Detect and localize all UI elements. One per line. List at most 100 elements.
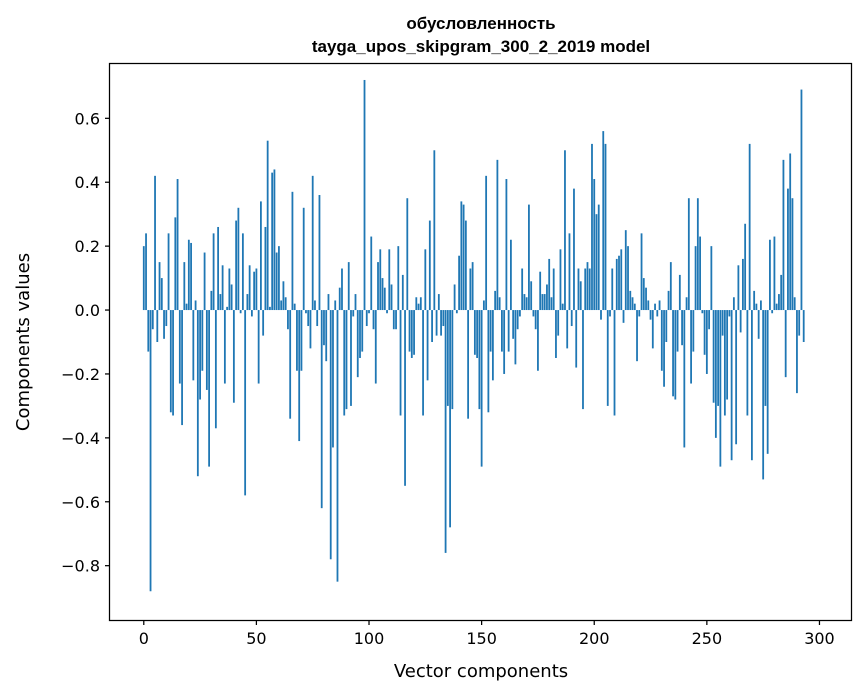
bar-component-283 [780,274,783,311]
bar-component-250 [705,310,708,374]
x-tick-label: 150 [466,629,497,648]
bar-component-271 [753,290,756,311]
bar-component-151 [482,300,485,311]
bar-component-153 [487,310,490,413]
bar-component-37 [226,306,229,311]
bar-component-2 [147,310,150,352]
bar-component-9 [163,310,165,339]
bar-component-275 [762,310,765,480]
bar-component-40 [232,310,235,403]
bar-component-231 [663,310,665,387]
bar-component-134 [444,310,447,553]
bar-component-218 [633,303,636,311]
bar-component-197 [586,262,589,311]
bar-component-220 [638,310,641,317]
x-tick-label: 50 [246,629,266,648]
bar-component-147 [473,310,476,355]
bar-component-237 [676,310,679,352]
bar-component-104 [377,262,379,311]
bar-component-244 [692,310,695,352]
bar-component-6 [156,310,159,342]
bar-component-122 [417,303,420,311]
bar-component-137 [451,310,454,410]
bar-component-156 [494,290,497,311]
bar-component-195 [582,310,584,410]
bar-component-238 [678,274,681,311]
bar-component-47 [248,265,251,311]
bar-component-267 [744,223,747,311]
x-axis: 0 50 100 150 200 250 300 [139,620,835,648]
bar-component-22 [192,310,195,381]
bar-component-103 [374,310,377,384]
bar-component-171 [528,204,530,311]
bar-component-175 [537,310,539,371]
bar-component-176 [539,271,542,311]
bar-component-55 [266,140,269,311]
bar-component-257 [721,310,724,336]
bar-component-255 [717,310,720,406]
bar-component-293 [802,310,805,342]
bar-component-23 [194,300,197,311]
bar-component-173 [532,310,535,317]
bar-component-11 [167,233,170,311]
bar-component-270 [751,310,753,461]
bar-component-86 [336,310,339,582]
x-tick-label: 0 [139,629,149,648]
bar-component-131 [437,294,440,311]
bar-component-205 [604,143,607,311]
bar-component-178 [543,294,546,311]
bar-component-268 [746,310,749,416]
bar-component-185 [559,249,562,311]
bar-component-80 [323,310,325,346]
bar-component-212 [620,249,623,311]
bar-component-170 [525,297,528,311]
bar-component-179 [546,284,548,311]
bar-component-162 [507,310,510,352]
bar-component-194 [579,281,582,311]
bar-component-130 [435,310,438,336]
bar-component-287 [789,153,792,311]
bar-component-10 [165,310,168,327]
bar-component-184 [557,310,560,336]
chart-title-line-1: обусловленность [406,14,555,33]
bar-component-14 [174,217,177,311]
bar-component-70 [300,310,303,371]
y-axis-label: Components values [13,253,34,431]
bar-component-117 [406,198,409,311]
bar-component-198 [588,268,591,311]
bar-component-276 [764,310,767,406]
x-axis-label: Vector components [394,661,568,682]
bar-component-91 [347,262,350,311]
bar-component-118 [408,310,411,352]
bar-component-93 [352,310,355,317]
bar-component-43 [239,310,242,314]
bar-component-50 [255,268,258,311]
bar-component-28 [205,310,208,390]
bar-component-196 [584,268,587,311]
bar-component-187 [564,150,566,311]
bar-component-210 [615,258,618,311]
bar-component-278 [769,239,771,311]
bar-component-183 [555,310,557,358]
bar-component-31 [212,233,215,311]
bar-component-8 [160,278,163,311]
bar-component-247 [699,236,701,311]
bar-component-236 [674,310,677,400]
bar-component-285 [784,310,787,378]
bar-component-63 [284,297,287,311]
bar-component-85 [334,300,337,311]
bar-component-7 [158,262,161,311]
bar-component-245 [694,246,697,311]
bar-component-203 [600,310,602,320]
bar-component-102 [372,310,375,330]
bar-component-62 [282,281,285,311]
bar-component-291 [798,310,801,336]
bar-component-105 [379,249,382,311]
bar-component-132 [440,310,442,336]
bar-component-72 [305,310,307,314]
x-tick-label: 100 [354,629,385,648]
bar-component-226 [651,310,654,349]
bar-component-98 [363,79,366,311]
bar-component-222 [642,278,645,311]
bar-component-243 [690,310,692,384]
